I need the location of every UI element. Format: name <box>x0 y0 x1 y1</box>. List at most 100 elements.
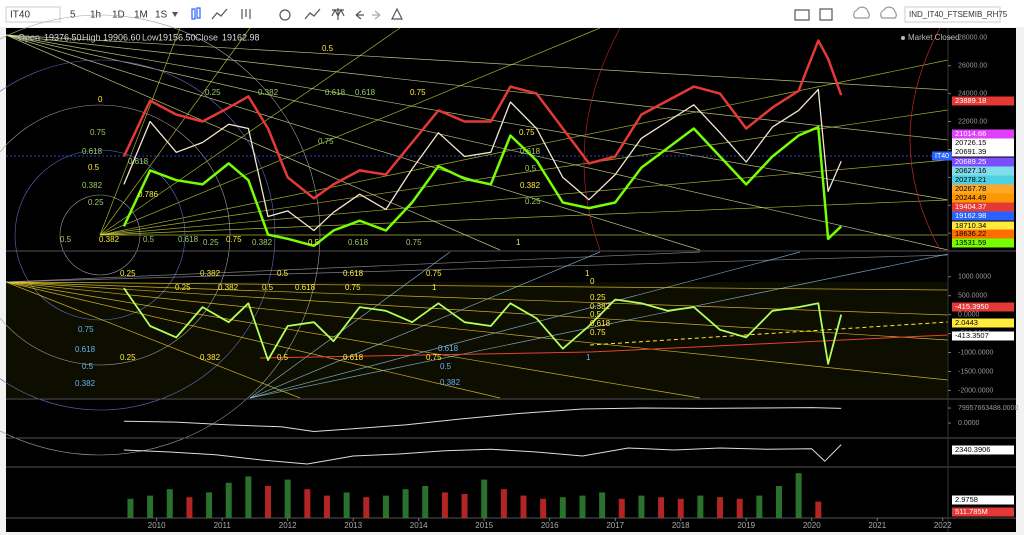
fib-label: 0.25 <box>120 353 136 362</box>
year-label: 2017 <box>606 521 624 530</box>
volume-bar <box>599 492 606 518</box>
ohlc-label: Open <box>18 32 40 42</box>
year-label: 2020 <box>803 521 821 530</box>
interval-button[interactable]: 1D <box>112 10 125 21</box>
axis-label: 1000.0000 <box>958 274 991 281</box>
fib-label: 1 <box>516 238 521 247</box>
value-tag <box>952 302 1014 312</box>
volume-bar <box>147 495 154 518</box>
fib-label: 0.382 <box>75 379 96 388</box>
fib-fan-line <box>5 281 949 316</box>
fib-label: 0.5 <box>88 163 100 172</box>
fib-label: 0.25 <box>590 293 606 302</box>
toolbar-icons <box>191 6 897 21</box>
ohlc-value: 19156.50 <box>158 32 196 42</box>
fib-label: 0.5 <box>262 283 274 292</box>
value-tag <box>952 157 1014 167</box>
fib-label: 0.25 <box>175 283 191 292</box>
volume-bar <box>756 495 763 518</box>
axis-label: 500.0000 <box>958 293 987 300</box>
fib-label: 0.382 <box>520 181 541 190</box>
fib-fan-line <box>99 27 251 236</box>
value-tag-text: -415.3950 <box>955 302 989 311</box>
value-tag-text: 20689.25 <box>955 157 986 166</box>
value-tag-text: 20726.15 <box>955 138 986 147</box>
axis-label: -2000.0000 <box>958 387 994 394</box>
fib-label: 0.75 <box>78 325 94 334</box>
interval-button[interactable]: 1M <box>134 10 148 21</box>
fib-label: 0.75 <box>406 238 422 247</box>
value-tag <box>952 175 1014 185</box>
fib-label: 0.618 <box>295 283 316 292</box>
volume-bar <box>697 495 704 518</box>
fib-label: 0.5 <box>308 238 320 247</box>
year-label: 2014 <box>410 521 428 530</box>
momentum-line <box>123 444 842 465</box>
value-tag <box>952 166 1014 176</box>
ohlc-value: 19376.50 <box>44 32 82 42</box>
fib-fan-line <box>5 281 949 381</box>
interval-button[interactable]: 1S <box>155 10 168 21</box>
axis-label: -1500.0000 <box>958 368 994 375</box>
lower-band <box>122 125 843 248</box>
symbol-tag-text: IT40 <box>935 153 949 160</box>
layout-box[interactable] <box>904 6 1001 23</box>
fib-label: 0.382 <box>252 238 273 247</box>
value-tag-text: 2340.3906 <box>955 445 990 454</box>
fib-label: 0.618 <box>75 345 96 354</box>
volume-bar <box>736 498 743 518</box>
value-tag <box>952 238 1014 248</box>
volume-bar <box>775 486 782 518</box>
value-tag-text: 2.9758 <box>955 495 978 504</box>
fib-fan-line <box>99 27 601 236</box>
fib-label: 0.382 <box>590 302 611 311</box>
year-label: 2013 <box>344 521 362 530</box>
volume-bar <box>382 495 389 518</box>
year-label: 2022 <box>934 521 952 530</box>
year-label: 2010 <box>148 521 166 530</box>
axis-label: 0.0000 <box>958 311 980 318</box>
fib-fan-line <box>99 199 949 236</box>
value-tag <box>952 495 1014 505</box>
axis-label: 22000.00 <box>958 118 987 125</box>
upper-band <box>122 39 843 200</box>
value-tag <box>952 96 1014 106</box>
fib-label: 0.618 <box>355 88 376 97</box>
fib-label: 0 <box>590 277 595 286</box>
fib-fan-line <box>249 251 451 399</box>
fib-fan-line <box>249 253 949 399</box>
oscillator-line <box>123 287 843 365</box>
fib-label: 0.5 <box>60 235 72 244</box>
fib-label: 0.75 <box>519 128 535 137</box>
fib-label: 0.382 <box>200 353 221 362</box>
volume-bar <box>520 495 527 518</box>
symbol-input[interactable] <box>5 6 61 23</box>
interval-button[interactable]: 5 <box>70 10 76 21</box>
fib-label: 0.618 <box>178 235 199 244</box>
volume-bar <box>500 489 507 518</box>
fib-label: 0.618 <box>325 88 346 97</box>
value-tag-text: 2.0443 <box>955 318 978 327</box>
value-tag <box>952 147 1014 157</box>
fib-label: 0.5 <box>322 44 334 53</box>
fib-label: 0.75 <box>426 269 442 278</box>
fib-label: 0.25 <box>120 269 136 278</box>
volume-bar <box>127 498 134 518</box>
volume-bar <box>618 498 625 518</box>
volume-bar <box>402 489 409 518</box>
dropdown[interactable] <box>172 12 178 17</box>
fib-label: 0.25 <box>525 197 541 206</box>
value-tag-text: 18710.34 <box>955 221 986 230</box>
fib-label: 0.618 <box>438 344 459 353</box>
fib-label: 0.5 <box>277 269 289 278</box>
symbol[interactable]: IT40 <box>10 10 30 21</box>
value-tag-text: 20267.78 <box>955 184 986 193</box>
volume-bar <box>795 473 802 518</box>
status-dot <box>901 36 905 40</box>
fib-label: 0.382 <box>218 283 239 292</box>
fib-line <box>259 351 591 359</box>
volume-bar <box>481 479 488 518</box>
fib-label: 0.75 <box>410 88 426 97</box>
volume-bar <box>559 497 566 518</box>
layout-name[interactable]: IND_IT40_FTSEMIB_RH75 <box>909 10 1008 19</box>
